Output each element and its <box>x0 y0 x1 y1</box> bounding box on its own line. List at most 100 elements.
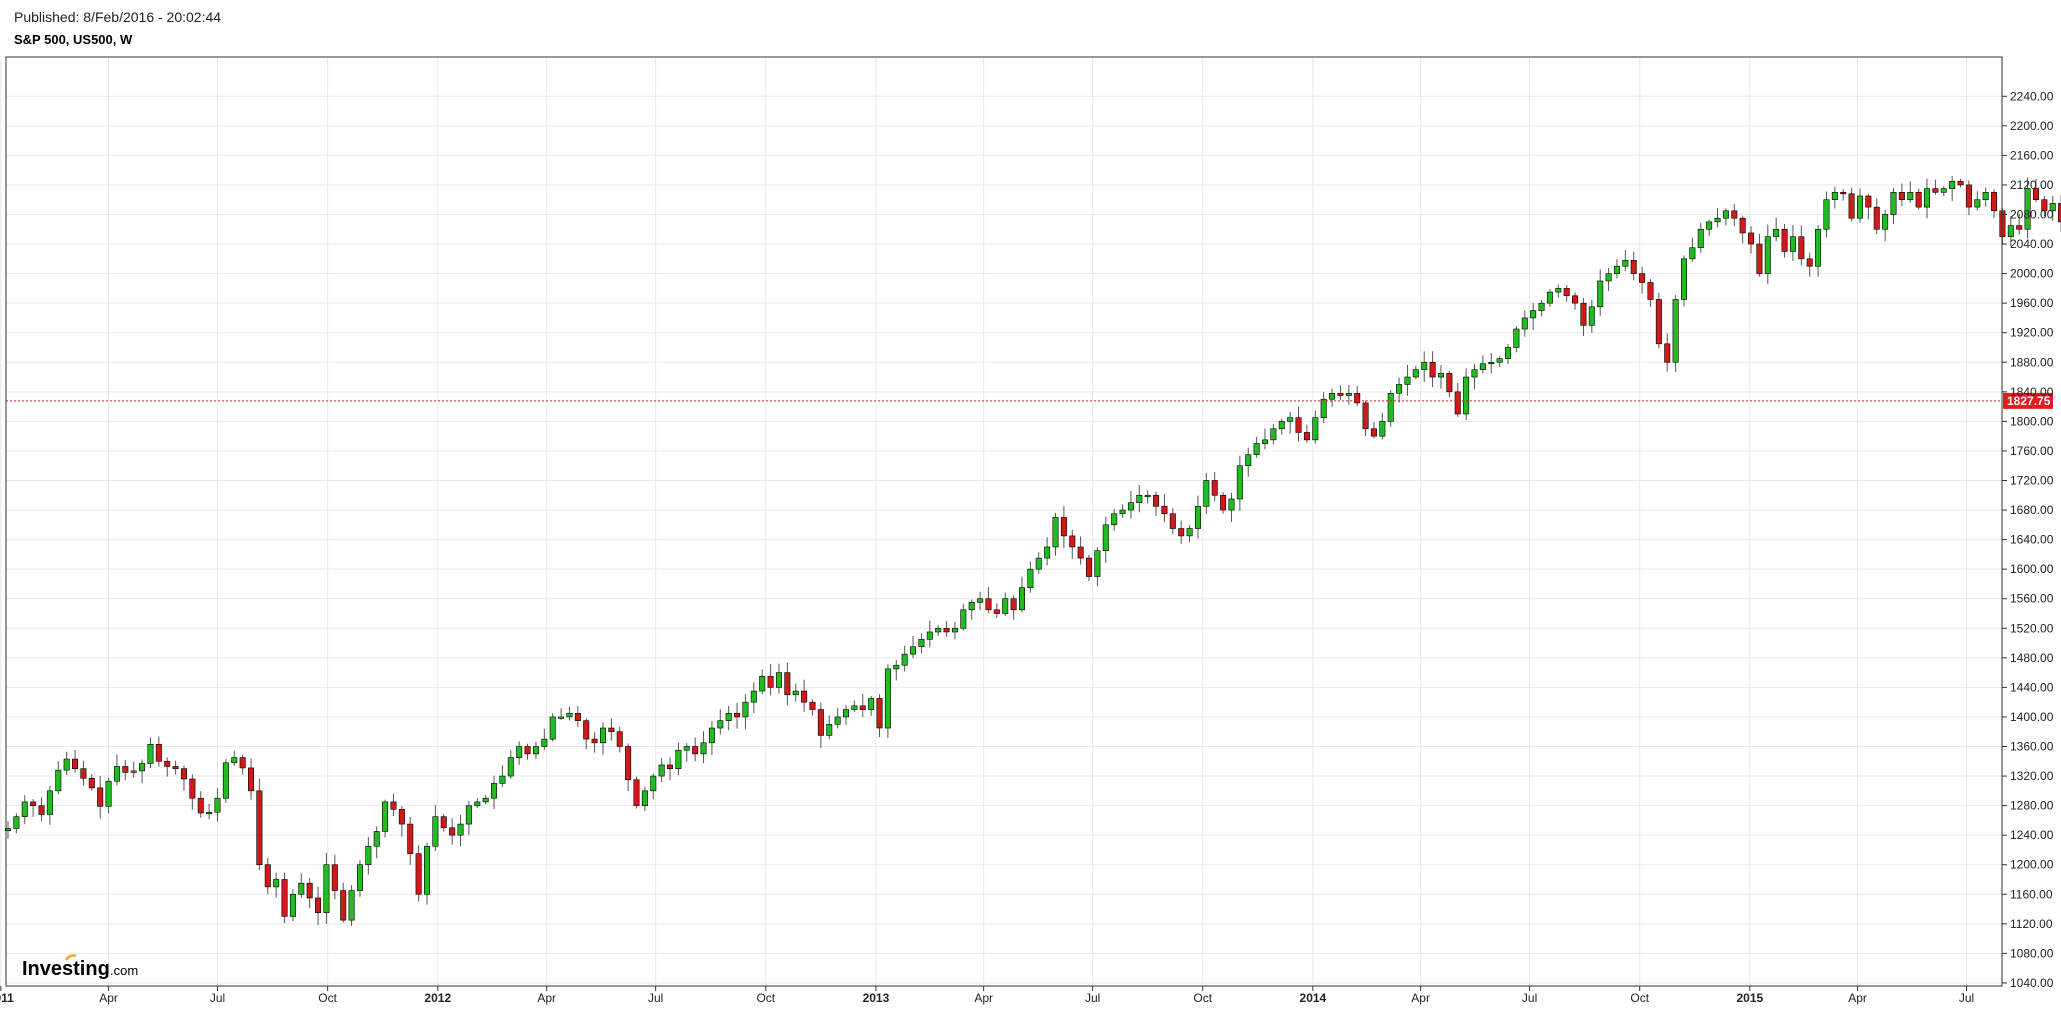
y-tick-label: 2200.00 <box>2010 119 2054 133</box>
y-tick-label: 1760.00 <box>2010 444 2054 458</box>
y-tick-label: 2120.00 <box>2010 178 2054 192</box>
candle-body <box>1245 454 1252 467</box>
x-tick-label: 2012 <box>424 991 451 1005</box>
candle-body <box>616 731 623 747</box>
candle-body <box>1035 557 1042 570</box>
candle-body <box>926 631 933 640</box>
candle <box>650 773 657 800</box>
candle <box>1856 188 1863 223</box>
candle <box>1622 250 1629 272</box>
candle <box>1052 512 1059 556</box>
candle-body <box>951 627 958 633</box>
candle-body <box>13 816 20 829</box>
candle <box>1245 447 1252 477</box>
candle-body <box>708 727 715 744</box>
candle-body <box>482 797 489 803</box>
candle-body <box>1370 428 1377 437</box>
candle-body <box>315 897 322 914</box>
candle <box>1915 188 1922 210</box>
candle-body <box>809 701 816 710</box>
candle-body <box>474 801 481 806</box>
candle <box>1102 516 1109 563</box>
candle-body <box>130 770 137 773</box>
candle <box>315 886 322 925</box>
candle-body <box>1630 259 1637 274</box>
candle <box>306 878 313 909</box>
candle <box>1714 208 1721 228</box>
candle-body <box>801 690 808 703</box>
candle <box>1010 595 1017 620</box>
candle-body <box>1538 302 1545 311</box>
candle <box>1228 492 1235 522</box>
candle <box>1739 215 1746 244</box>
candle-body <box>1086 557 1093 577</box>
candle-body <box>1161 506 1168 515</box>
candle <box>1278 418 1285 435</box>
candle <box>893 659 900 681</box>
candle-body <box>248 767 255 792</box>
candle <box>1471 364 1478 390</box>
candle-body <box>1002 598 1009 614</box>
x-tick-label: 2011 <box>0 991 14 1005</box>
candle-body <box>541 738 548 747</box>
candle <box>1236 455 1243 511</box>
candle <box>440 814 447 832</box>
candle <box>1354 386 1361 407</box>
candle-body <box>1572 295 1579 304</box>
candle-body <box>1932 188 1939 193</box>
candle-body <box>415 853 422 895</box>
candle <box>1463 368 1470 421</box>
candle <box>1387 390 1394 427</box>
candle <box>1178 520 1185 544</box>
candle-body <box>1563 288 1570 297</box>
candle-body <box>558 716 565 719</box>
candle-body <box>306 882 313 899</box>
candle <box>675 742 682 776</box>
candle <box>918 633 925 654</box>
candle <box>1798 225 1805 266</box>
candle <box>1127 490 1134 519</box>
candle-body <box>2016 225 2023 230</box>
candle <box>1270 423 1277 445</box>
candle-body <box>641 790 648 806</box>
candle-body <box>1295 417 1302 433</box>
candle <box>599 722 606 755</box>
candle-body <box>440 816 447 829</box>
candle-body <box>1965 184 1972 208</box>
candle <box>1965 180 1972 216</box>
x-tick-label: Jul <box>210 991 225 1005</box>
candle-body <box>1882 214 1889 230</box>
candle <box>667 757 674 781</box>
candle-body <box>549 716 556 740</box>
candle <box>1865 193 1872 220</box>
candle-body <box>1731 210 1738 219</box>
candle <box>868 695 875 716</box>
candle-body <box>1312 417 1319 441</box>
candle <box>398 806 405 837</box>
candle <box>558 708 565 721</box>
candle-body <box>1211 480 1218 496</box>
candle-body <box>935 627 942 633</box>
candle-body <box>1345 393 1352 396</box>
candle <box>960 604 967 631</box>
candle <box>1823 191 1830 238</box>
candle-body <box>1220 494 1227 511</box>
x-tick-label: Oct <box>756 991 775 1005</box>
candle-body <box>750 690 757 703</box>
x-tick-label: Apr <box>537 991 556 1005</box>
candle <box>415 845 422 902</box>
candle <box>1546 289 1553 307</box>
candle-body <box>1454 391 1461 415</box>
candle <box>1513 326 1520 353</box>
x-tick-label: Oct <box>318 991 337 1005</box>
candle-body <box>2032 188 2039 201</box>
candle-body <box>1429 361 1436 378</box>
candle <box>474 797 481 809</box>
candle <box>373 826 380 859</box>
y-tick-label: 1720.00 <box>2010 473 2054 487</box>
candle <box>1991 189 1998 219</box>
candle <box>122 759 129 781</box>
candle-body <box>356 864 363 891</box>
candle-body <box>1052 517 1059 548</box>
